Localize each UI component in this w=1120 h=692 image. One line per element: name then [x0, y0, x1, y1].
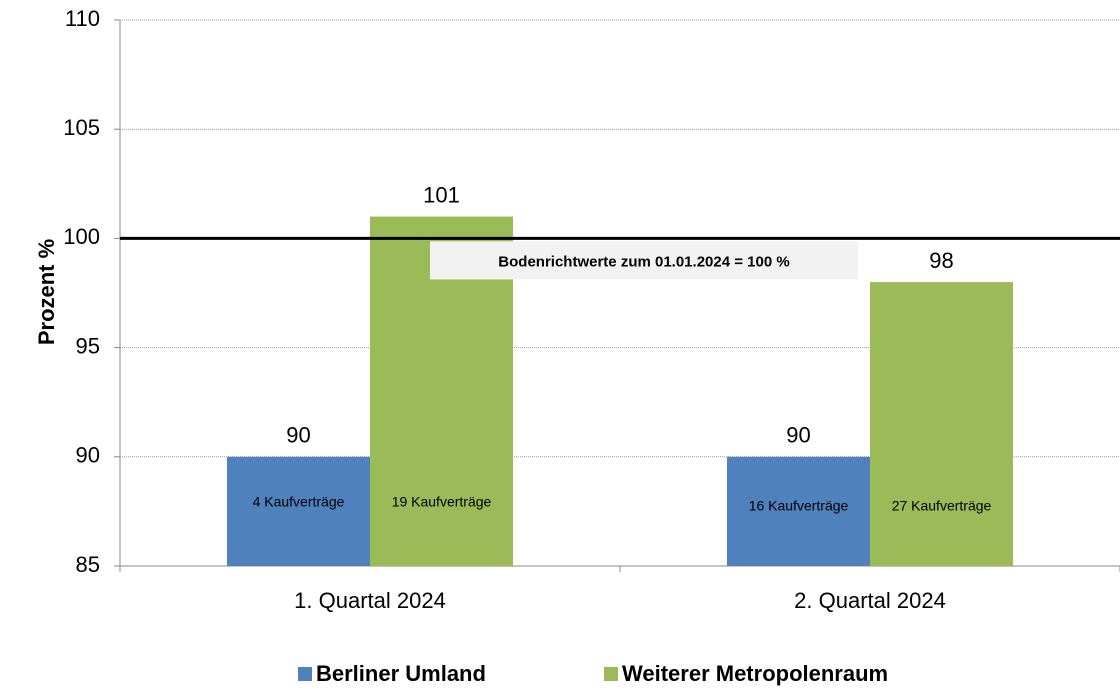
y-tick-label: 110 — [65, 6, 100, 31]
bar — [870, 282, 1013, 566]
annotation: Bodenrichtwerte zum 01.01.2024 = 100 % — [498, 253, 789, 270]
y-tick-label: 90 — [76, 443, 100, 468]
bar-inner-label: 27 Kaufverträge — [892, 498, 992, 514]
value-label: 98 — [929, 248, 953, 273]
bar-inner-label: 4 Kaufverträge — [253, 494, 345, 510]
value-label: 90 — [786, 423, 810, 448]
y-tick-label: 85 — [76, 552, 100, 577]
bar-inner-label: 19 Kaufverträge — [392, 494, 492, 510]
y-tick-label: 105 — [63, 115, 100, 140]
legend-label: Berliner Umland — [316, 661, 486, 686]
y-tick-label: 95 — [76, 333, 100, 358]
annotation-box — [430, 241, 858, 280]
value-label: 90 — [286, 423, 310, 448]
bar — [227, 456, 370, 566]
bar — [727, 456, 870, 566]
x-tick-label: 1. Quartal 2024 — [294, 588, 446, 613]
legend-label: Weiterer Metropolenraum — [622, 661, 888, 686]
legend-swatch — [604, 667, 618, 681]
x-tick-label: 2. Quartal 2024 — [794, 588, 946, 613]
bar-inner-label: 16 Kaufverträge — [749, 498, 849, 514]
y-tick-label: 100 — [63, 224, 100, 249]
value-label: 101 — [423, 182, 460, 207]
legend-swatch — [298, 667, 312, 681]
y-axis-label: Prozent % — [34, 239, 59, 345]
